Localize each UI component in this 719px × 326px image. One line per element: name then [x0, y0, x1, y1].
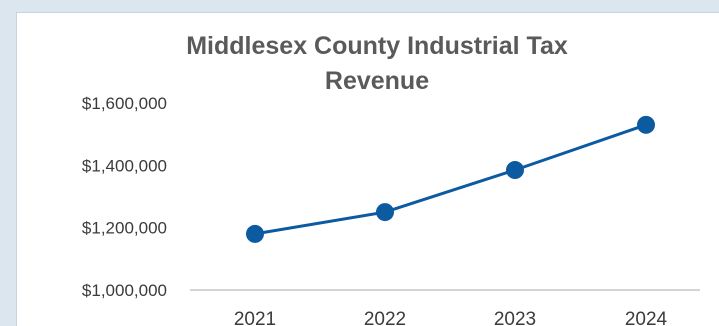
chart-title-line-1: Middlesex County Industrial Tax	[186, 32, 568, 60]
chart-panel	[16, 12, 719, 326]
series-line	[254, 123, 647, 236]
x-tick-label: 2022	[364, 309, 406, 326]
y-tick-label: $1,000,000	[82, 281, 167, 300]
x-tick-label: 2021	[234, 309, 276, 326]
y-tick-label: $1,600,000	[82, 94, 167, 113]
y-tick-label: $1,200,000	[82, 219, 167, 238]
y-tick-label: $1,400,000	[82, 156, 167, 175]
chart-title-line-2: Revenue	[325, 67, 429, 95]
x-tick-label: 2023	[494, 309, 536, 326]
data-point-2023	[506, 161, 524, 180]
data-point-2022	[376, 203, 394, 222]
x-tick-label: 2024	[625, 309, 668, 326]
data-point-2021	[246, 224, 264, 243]
data-point-2024	[637, 115, 655, 134]
